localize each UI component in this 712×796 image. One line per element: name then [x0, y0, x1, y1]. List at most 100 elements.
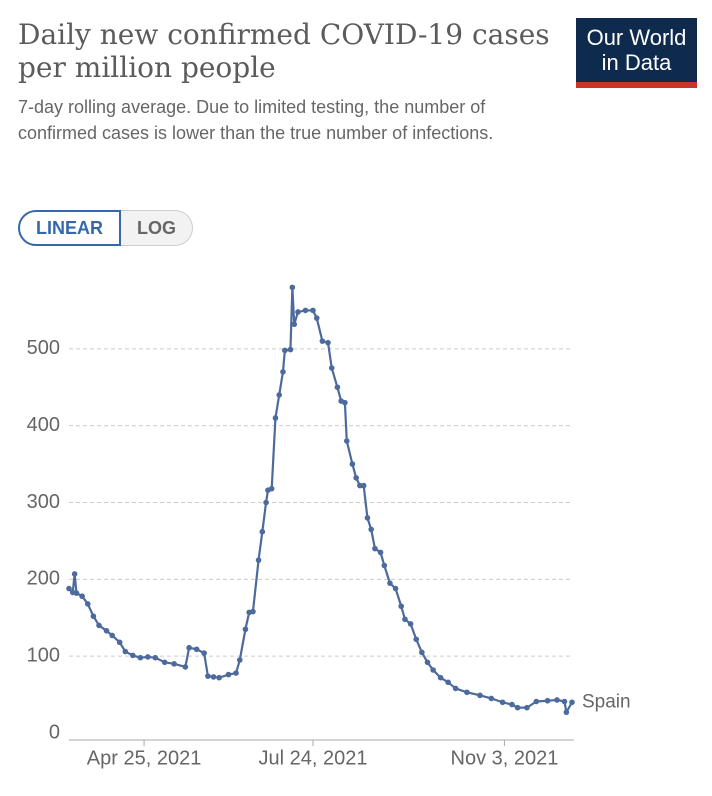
data-point — [250, 608, 256, 615]
data-point — [353, 475, 359, 481]
data-point — [398, 603, 405, 610]
data-point — [145, 654, 151, 660]
data-point — [561, 698, 568, 705]
y-tick-label: 200 — [27, 568, 60, 590]
data-point — [514, 704, 521, 711]
scale-button[interactable]: LOG — [121, 210, 193, 246]
scale-toggle: LINEAR LOG — [18, 210, 193, 246]
data-point — [334, 384, 341, 391]
data-point — [407, 621, 414, 627]
data-point — [116, 639, 123, 646]
data-point — [377, 549, 384, 556]
data-point — [109, 632, 115, 639]
data-point — [544, 697, 551, 704]
data-point — [137, 654, 144, 661]
data-point — [73, 590, 80, 596]
data-point — [272, 415, 279, 421]
data-point — [554, 697, 560, 703]
data-point — [509, 701, 515, 708]
data-point — [268, 485, 275, 492]
data-point — [122, 648, 129, 655]
data-point — [499, 699, 506, 706]
data-point — [342, 399, 348, 406]
data-point — [437, 674, 444, 681]
data-point — [381, 562, 388, 569]
data-point — [295, 309, 301, 315]
data-point — [216, 674, 222, 681]
data-point — [413, 636, 420, 643]
data-point — [419, 649, 425, 656]
data-point — [372, 545, 378, 552]
data-point — [488, 695, 495, 702]
data-point — [236, 657, 243, 663]
y-tick-label: 300 — [27, 491, 60, 513]
data-point — [276, 392, 283, 398]
series-label: Spain — [582, 691, 631, 712]
data-point — [171, 661, 177, 667]
data-point — [349, 461, 356, 467]
data-point — [255, 557, 262, 563]
y-tick-label: 0 — [49, 721, 60, 743]
data-point — [66, 585, 72, 592]
data-point — [524, 704, 530, 711]
data-point — [96, 622, 102, 629]
data-point — [402, 616, 408, 623]
data-point — [182, 664, 189, 670]
data-point — [242, 626, 249, 633]
chart-subtitle: 7-day rolling average. Due to limited te… — [18, 97, 494, 143]
x-tick-label: Jul 24, 2021 — [259, 747, 368, 769]
data-point — [392, 585, 399, 592]
logo-text: Our World in Data — [586, 25, 687, 75]
data-point — [310, 307, 316, 314]
data-point — [313, 315, 320, 321]
data-point — [259, 528, 266, 535]
logo[interactable]: Our World in Data — [576, 18, 697, 88]
data-point — [464, 689, 470, 696]
data-point — [368, 526, 374, 533]
data-point — [263, 499, 269, 506]
data-point — [233, 670, 239, 676]
data-point — [328, 365, 335, 371]
data-point — [71, 571, 78, 577]
series-line — [68, 286, 573, 714]
data-point — [201, 650, 207, 656]
data-point — [445, 679, 451, 686]
data-point — [90, 613, 97, 620]
y-tick-label: 400 — [27, 414, 60, 436]
data-point — [569, 699, 575, 706]
data-point — [424, 659, 431, 666]
data-point — [291, 321, 298, 328]
y-tick-label: 100 — [27, 644, 60, 666]
data-point — [452, 685, 459, 692]
data-point — [343, 438, 350, 444]
data-point — [319, 338, 326, 344]
data-point — [430, 667, 436, 673]
x-tick-label: Apr 25, 2021 — [87, 747, 202, 769]
data-point — [387, 580, 393, 586]
data-point — [103, 628, 110, 634]
data-point — [533, 698, 540, 705]
data-point — [287, 346, 294, 353]
data-point — [210, 674, 217, 680]
data-point — [364, 515, 371, 521]
data-point — [186, 644, 192, 651]
data-point — [130, 652, 136, 659]
data-point — [152, 654, 159, 661]
data-point — [225, 671, 232, 678]
data-point — [205, 673, 211, 679]
y-tick-label: 500 — [27, 337, 60, 359]
data-point — [289, 284, 296, 291]
data-point — [325, 339, 331, 346]
data-point — [302, 307, 309, 314]
chart-title: Daily new confirmed COVID-19 cases per m… — [18, 18, 550, 84]
data-point — [477, 692, 483, 699]
data-point — [79, 593, 85, 600]
data-point — [193, 646, 200, 653]
data-point — [360, 482, 367, 489]
data-point — [280, 369, 286, 375]
scale-button[interactable]: LINEAR — [18, 210, 121, 246]
data-point — [282, 347, 288, 354]
x-tick-label: Nov 3, 2021 — [451, 747, 559, 769]
